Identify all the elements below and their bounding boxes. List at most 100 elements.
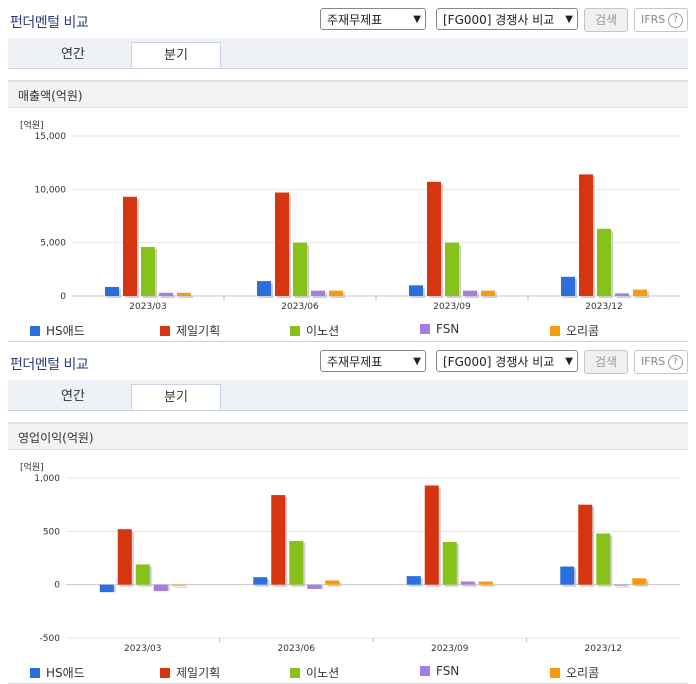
ifrs-help-button[interactable]: IFRS? — [634, 350, 688, 374]
bar-FSN-2023/03 — [159, 292, 173, 296]
competitor-select-value: [FG000] 경쟁사 비교 — [443, 13, 555, 27]
legend-item[interactable]: 제일기획 — [160, 322, 220, 339]
legend-swatch — [550, 326, 560, 336]
statement-select-value: 주재무제표 — [327, 13, 383, 27]
legend-item[interactable]: 이노션 — [290, 664, 339, 681]
x-tick-label: 2023/06 — [278, 644, 316, 654]
ifrs-label: IFRS — [641, 355, 666, 368]
unit-label: [억원] — [20, 463, 44, 473]
x-tick-label: 2023/03 — [129, 302, 166, 312]
legend-item[interactable]: HS애드 — [30, 664, 85, 681]
bar-shadow — [617, 295, 631, 298]
legend-swatch — [160, 668, 170, 678]
legend-swatch — [550, 668, 560, 678]
legend-label: 오리콤 — [566, 666, 600, 680]
bar-FSN-2023/12 — [614, 584, 629, 586]
bar-제일기획-2023/09 — [427, 181, 441, 296]
legend-item[interactable]: FSN — [420, 322, 459, 336]
legend-item[interactable]: 제일기획 — [160, 664, 220, 681]
legend-item[interactable]: FSN — [420, 664, 459, 678]
x-tick-label: 2023/09 — [431, 644, 469, 654]
y-tick-label: 500 — [43, 527, 60, 537]
legend-swatch — [30, 668, 40, 678]
bar-제일기획-2023/09 — [424, 485, 439, 585]
panel-operating-profit: 펀더멘털 비교 주재무제표 ▼ [FG000] 경쟁사 비교 ▼ 검색 IFRS? … — [0, 342, 696, 684]
bar-HS애드-2023/12 — [560, 566, 575, 585]
bar-이노션-2023/12 — [597, 228, 611, 296]
statement-select[interactable]: 주재무제표 ▼ — [320, 8, 426, 30]
x-tick-label: 2023/06 — [281, 302, 319, 312]
bar-HS애드-2023/03 — [105, 286, 119, 296]
chart-legend: HS애드 제일기획 이노션 FSN 오리콤 — [30, 320, 670, 340]
tab-quarterly[interactable]: 분기 — [131, 42, 221, 68]
tab-annual[interactable]: 연간 — [61, 47, 85, 62]
y-tick-label: 15,000 — [35, 132, 67, 142]
bar-이노션-2023/06 — [289, 540, 304, 585]
operating-profit-chart: -500 0 500 1,000 2023/03 2023/06 2023/09 2023/1… — [34, 474, 680, 654]
bar-HS애드-2023/09 — [409, 285, 423, 296]
help-icon: ? — [668, 355, 683, 370]
statement-select-value: 주재무제표 — [327, 355, 383, 369]
bar-shadow — [480, 583, 495, 587]
bar-오리콤-2023/06 — [325, 580, 340, 585]
ifrs-help-button[interactable]: IFRS? — [634, 8, 688, 32]
chart-subtitle: 매출액(억원) — [8, 80, 688, 108]
bar-FSN-2023/09 — [460, 581, 475, 585]
search-button[interactable]: 검색 — [584, 8, 628, 32]
bar-오리콤-2023/03 — [177, 292, 191, 296]
y-tick-label: 0 — [60, 292, 66, 302]
bar-오리콤-2023/12 — [633, 289, 647, 296]
bar-오리콤-2023/09 — [481, 290, 495, 296]
divider — [8, 341, 688, 342]
y-tick-label: 10,000 — [35, 185, 67, 195]
legend-item[interactable]: 이노션 — [290, 322, 339, 339]
bar-FSN-2023/12 — [615, 293, 629, 296]
competitor-select[interactable]: [FG000] 경쟁사 비교 ▼ — [436, 350, 578, 372]
bar-HS애드-2023/06 — [257, 281, 271, 296]
bar-제일기획-2023/03 — [123, 196, 137, 296]
bar-이노션-2023/09 — [445, 242, 459, 296]
legend-label: 제일기획 — [176, 666, 221, 680]
tab-quarterly[interactable]: 분기 — [131, 384, 221, 410]
competitor-select-value: [FG000] 경쟁사 비교 — [443, 355, 555, 369]
bar-제일기획-2023/03 — [117, 529, 132, 585]
legend-swatch — [420, 324, 430, 334]
bar-이노션-2023/12 — [596, 533, 611, 585]
revenue-chart: 0 5,000 10,000 15,000 2023/03 2023/06 2023/09 2… — [35, 132, 680, 312]
y-tick-label: 0 — [54, 581, 60, 591]
ifrs-label: IFRS — [641, 13, 666, 26]
panel-title: 펀더멘털 비교 — [10, 15, 89, 31]
y-tick-label: 1,000 — [34, 474, 60, 484]
legend-label: 제일기획 — [176, 324, 221, 338]
chart-legend: HS애드 제일기획 이노션 FSN 오리콤 — [30, 662, 670, 682]
tab-annual[interactable]: 연간 — [61, 389, 85, 404]
x-tick-label: 2023/12 — [585, 302, 622, 312]
legend-item[interactable]: 오리콤 — [550, 322, 599, 339]
panel-title: 펀더멘털 비교 — [10, 357, 89, 373]
legend-item[interactable]: HS애드 — [30, 322, 85, 339]
bar-FSN-2023/06 — [307, 584, 322, 589]
chevron-down-icon: ▼ — [413, 14, 421, 25]
bar-오리콤-2023/09 — [478, 581, 493, 585]
bar-제일기획-2023/06 — [275, 192, 289, 296]
period-tabs: 연간 분기 — [8, 380, 688, 411]
bar-shadow — [161, 294, 175, 298]
bar-shadow — [462, 583, 477, 587]
chevron-down-icon: ▼ — [413, 356, 421, 367]
bar-제일기획-2023/06 — [271, 495, 286, 585]
bar-제일기획-2023/12 — [578, 504, 593, 585]
search-button[interactable]: 검색 — [584, 350, 628, 374]
bar-shadow — [179, 294, 193, 298]
competitor-select[interactable]: [FG000] 경쟁사 비교 ▼ — [436, 8, 578, 30]
bar-HS애드-2023/06 — [253, 577, 268, 585]
y-tick-label: -500 — [40, 634, 61, 644]
y-tick-label: 5,000 — [40, 239, 66, 249]
bar-FSN-2023/09 — [463, 290, 477, 296]
legend-label: 이노션 — [306, 324, 340, 338]
period-tabs: 연간 분기 — [8, 38, 688, 69]
legend-item[interactable]: 오리콤 — [550, 664, 599, 681]
statement-select[interactable]: 주재무제표 ▼ — [320, 350, 426, 372]
chevron-down-icon: ▼ — [565, 356, 573, 367]
legend-label: HS애드 — [46, 324, 85, 338]
bar-오리콤-2023/06 — [329, 290, 343, 296]
